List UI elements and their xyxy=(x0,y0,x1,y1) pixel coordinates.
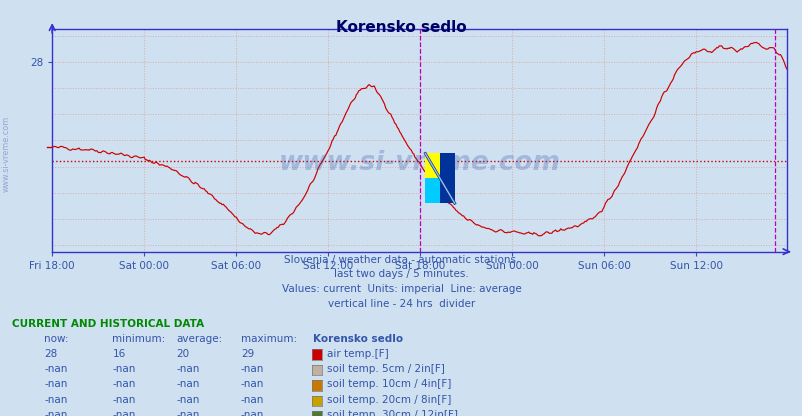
Text: -nan: -nan xyxy=(176,410,200,416)
Text: -nan: -nan xyxy=(112,410,136,416)
Text: now:: now: xyxy=(44,334,69,344)
Text: air temp.[F]: air temp.[F] xyxy=(326,349,388,359)
Text: Korensko sedlo: Korensko sedlo xyxy=(313,334,403,344)
Text: soil temp. 20cm / 8in[F]: soil temp. 20cm / 8in[F] xyxy=(326,395,451,405)
Text: -nan: -nan xyxy=(176,364,200,374)
Text: www.si-vreme.com: www.si-vreme.com xyxy=(2,116,11,192)
Text: minimum:: minimum: xyxy=(112,334,165,344)
Text: 29: 29 xyxy=(241,349,254,359)
Text: last two days / 5 minutes.: last two days / 5 minutes. xyxy=(334,270,468,280)
Text: soil temp. 10cm / 4in[F]: soil temp. 10cm / 4in[F] xyxy=(326,379,451,389)
Text: -nan: -nan xyxy=(44,410,67,416)
Text: maximum:: maximum: xyxy=(241,334,297,344)
Text: average:: average: xyxy=(176,334,223,344)
Text: soil temp. 30cm / 12in[F]: soil temp. 30cm / 12in[F] xyxy=(326,410,457,416)
Text: 28: 28 xyxy=(44,349,58,359)
Bar xyxy=(425,154,439,178)
Text: CURRENT AND HISTORICAL DATA: CURRENT AND HISTORICAL DATA xyxy=(12,319,204,329)
Text: Values: current  Units: imperial  Line: average: Values: current Units: imperial Line: av… xyxy=(282,284,520,294)
Text: Slovenia / weather data - automatic stations.: Slovenia / weather data - automatic stat… xyxy=(283,255,519,265)
Text: www.si-vreme.com: www.si-vreme.com xyxy=(278,150,560,176)
Text: -nan: -nan xyxy=(44,395,67,405)
Text: -nan: -nan xyxy=(241,364,264,374)
Text: -nan: -nan xyxy=(176,379,200,389)
Text: -nan: -nan xyxy=(112,395,136,405)
Text: -nan: -nan xyxy=(44,364,67,374)
Text: -nan: -nan xyxy=(112,364,136,374)
Text: 16: 16 xyxy=(112,349,126,359)
Text: -nan: -nan xyxy=(241,379,264,389)
Text: soil temp. 5cm / 2in[F]: soil temp. 5cm / 2in[F] xyxy=(326,364,444,374)
Bar xyxy=(425,178,439,203)
Text: -nan: -nan xyxy=(241,410,264,416)
Text: -nan: -nan xyxy=(176,395,200,405)
Text: Korensko sedlo: Korensko sedlo xyxy=(336,20,466,35)
Text: vertical line - 24 hrs  divider: vertical line - 24 hrs divider xyxy=(327,299,475,309)
Text: -nan: -nan xyxy=(241,395,264,405)
Text: 20: 20 xyxy=(176,349,189,359)
Text: -nan: -nan xyxy=(112,379,136,389)
Bar xyxy=(439,154,454,203)
Text: -nan: -nan xyxy=(44,379,67,389)
